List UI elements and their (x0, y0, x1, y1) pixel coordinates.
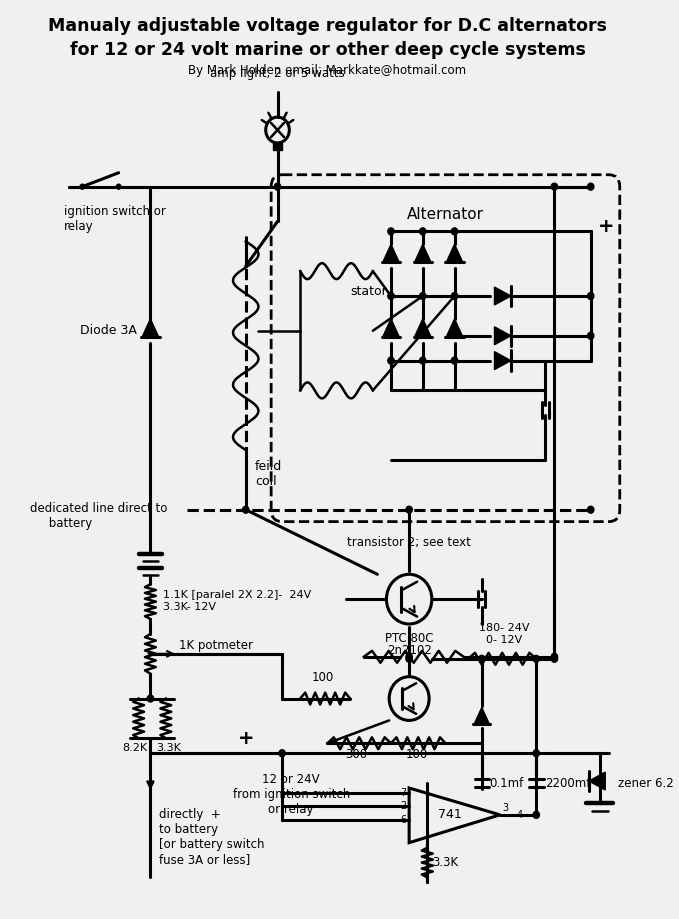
Text: 6: 6 (401, 815, 407, 825)
Text: 1K potmeter: 1K potmeter (179, 639, 253, 652)
Text: 7: 7 (400, 788, 407, 798)
Text: for 12 or 24 volt marine or other deep cycle systems: for 12 or 24 volt marine or other deep c… (69, 40, 585, 59)
Circle shape (587, 333, 594, 339)
Text: 180- 24V
0- 12V: 180- 24V 0- 12V (479, 623, 530, 645)
Polygon shape (494, 327, 511, 345)
Circle shape (388, 292, 394, 300)
Text: 2: 2 (400, 800, 407, 811)
Circle shape (533, 655, 539, 663)
Circle shape (406, 655, 412, 663)
Circle shape (279, 750, 285, 756)
Circle shape (452, 357, 458, 364)
Text: +: + (598, 217, 614, 236)
Polygon shape (475, 708, 490, 724)
Text: stator: stator (350, 285, 387, 298)
Text: 2n2102: 2n2102 (387, 644, 432, 657)
Circle shape (587, 506, 594, 513)
Circle shape (388, 357, 394, 364)
Circle shape (479, 655, 485, 663)
Circle shape (452, 228, 458, 235)
Text: 100: 100 (405, 748, 428, 761)
Text: ignition switch or
relay: ignition switch or relay (65, 205, 166, 233)
Text: 300: 300 (346, 748, 367, 761)
Circle shape (242, 506, 249, 513)
Circle shape (420, 357, 426, 364)
Bar (273, 143, 282, 150)
Circle shape (551, 653, 557, 660)
Circle shape (587, 292, 594, 300)
Text: 100: 100 (312, 671, 334, 684)
Text: +: + (238, 730, 254, 748)
Circle shape (147, 695, 153, 702)
Polygon shape (383, 319, 399, 336)
Text: 3: 3 (502, 803, 509, 813)
Circle shape (116, 184, 121, 189)
Text: directly  +
to battery
[or battery switch
fuse 3A or less]: directly + to battery [or battery switch… (160, 808, 265, 866)
Circle shape (533, 811, 539, 818)
Circle shape (420, 228, 426, 235)
Polygon shape (446, 244, 462, 262)
Text: 3.3K: 3.3K (156, 743, 181, 754)
Circle shape (406, 653, 412, 660)
Polygon shape (589, 772, 605, 790)
Circle shape (452, 292, 458, 300)
Polygon shape (415, 319, 431, 336)
Text: Manualy adjustable voltage regulator for D.C alternators: Manualy adjustable voltage regulator for… (48, 17, 607, 35)
Text: transistor 2; see text: transistor 2; see text (347, 537, 471, 550)
Text: 741: 741 (438, 809, 462, 822)
Text: Alternator: Alternator (407, 207, 484, 221)
Text: 8.2K: 8.2K (122, 743, 147, 754)
Text: 1.1K [paralel 2X 2.2]-  24V
3.3K- 12V: 1.1K [paralel 2X 2.2]- 24V 3.3K- 12V (163, 590, 312, 612)
Circle shape (551, 655, 557, 663)
Circle shape (406, 506, 412, 513)
Text: 4: 4 (516, 810, 522, 820)
Polygon shape (494, 352, 511, 369)
Circle shape (551, 183, 557, 190)
Circle shape (388, 228, 394, 235)
Text: 0.1mf: 0.1mf (489, 777, 524, 789)
Polygon shape (446, 319, 462, 336)
Polygon shape (494, 287, 511, 305)
Circle shape (80, 184, 85, 189)
Polygon shape (415, 244, 431, 262)
Polygon shape (142, 319, 159, 336)
Text: By Mark Holden email; Markkate@hotmail.com: By Mark Holden email; Markkate@hotmail.c… (188, 64, 466, 77)
Text: 12 or 24V
from ignition switch
or relay: 12 or 24V from ignition switch or relay (232, 773, 350, 816)
Text: 3.3K: 3.3K (432, 857, 458, 869)
Text: Diode 3A: Diode 3A (79, 324, 136, 337)
Text: feild
coil: feild coil (255, 460, 282, 488)
Text: zener 6.2: zener 6.2 (618, 777, 674, 789)
Circle shape (533, 750, 539, 756)
Circle shape (274, 183, 280, 190)
Text: amp light, 2 or 5 watts: amp light, 2 or 5 watts (210, 67, 345, 80)
Polygon shape (383, 244, 399, 262)
Text: PTC 80C: PTC 80C (385, 632, 433, 645)
Circle shape (587, 183, 594, 190)
Circle shape (420, 292, 426, 300)
Text: dedicated line direct to
     battery: dedicated line direct to battery (30, 502, 167, 529)
Text: 2200mf: 2200mf (545, 777, 591, 789)
